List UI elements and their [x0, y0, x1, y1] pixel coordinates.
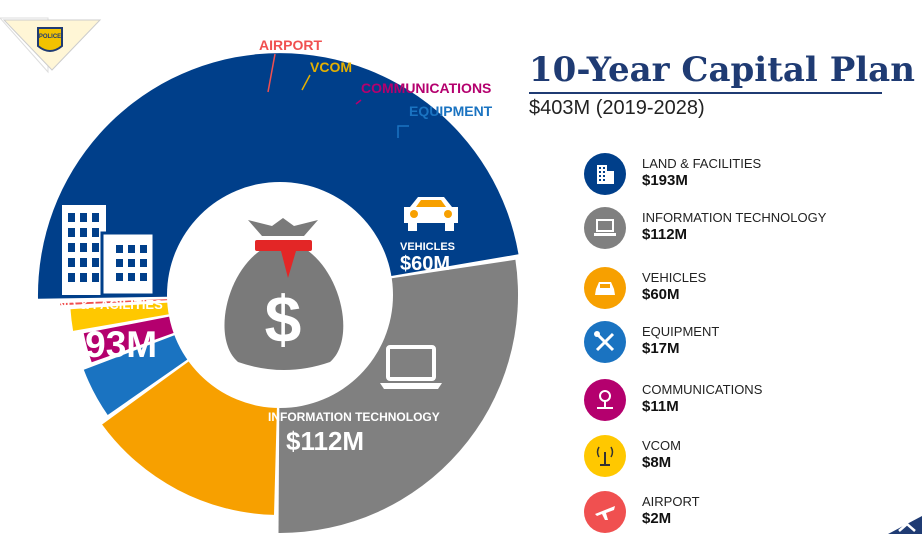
slice-label-equipment: EQUIPMENT	[409, 103, 493, 119]
leader-line-vcom	[301, 74, 311, 91]
leader-line-equipment	[397, 125, 409, 138]
legend-item-land-and-facilities: LAND & FACILITIES $193M	[584, 150, 914, 206]
slice-label-information-technology: INFORMATION TECHNOLOGY	[268, 410, 440, 424]
legend-value-communications: $11M	[642, 398, 679, 415]
laptop-icon	[380, 345, 442, 389]
slice-value-vehicles: $60M	[400, 253, 450, 275]
slice-label-vcom: VCOM	[310, 59, 352, 75]
leader-line-communications	[355, 99, 362, 105]
police-logo: POLICE	[0, 17, 102, 74]
car-icon	[404, 197, 458, 231]
page-title: 10-Year Capital Plan	[529, 50, 915, 90]
capital-plan-chart: $ LAND & FACILITIES $193M INFORMATION TECHN…	[37, 37, 519, 534]
legend-value-equipment: $17M	[642, 340, 680, 357]
legend-name-airport: AIRPORT	[642, 494, 700, 509]
legend-item-airport: AIRPORT $2M	[584, 488, 914, 544]
legend-item-information-technology: INFORMATION TECHNOLOGY $112M	[584, 204, 914, 260]
communications-icon	[584, 379, 626, 421]
slice-label-vehicles: VEHICLES	[400, 241, 455, 253]
scroll-up-icon[interactable]	[888, 512, 922, 534]
slice-land-and-facilities	[37, 53, 519, 299]
legend-item-equipment: EQUIPMENT $17M	[584, 318, 914, 374]
legend-value-land-and-facilities: $193M	[642, 172, 688, 189]
slice-label-communications: COMMUNICATIONS	[361, 80, 491, 96]
tools-icon	[584, 321, 626, 363]
legend-item-communications: COMMUNICATIONS $11M	[584, 376, 914, 432]
page-subtitle: $403M (2019-2028)	[529, 97, 705, 119]
money-bag-icon: $	[224, 218, 344, 370]
legend-name-vcom: VCOM	[642, 438, 681, 453]
legend-item-vcom: VCOM $8M	[584, 432, 914, 488]
buildings-icon	[584, 153, 626, 195]
legend-name-communications: COMMUNICATIONS	[642, 382, 763, 397]
legend-value-information-technology: $112M	[642, 226, 688, 243]
legend-name-information-technology: INFORMATION TECHNOLOGY	[642, 210, 827, 225]
slice-label-airport: AIRPORT	[259, 37, 322, 53]
svg-text:POLICE: POLICE	[39, 34, 61, 40]
laptop-icon	[584, 207, 626, 249]
slice-label-land-and-facilities: LAND & FACILITIES	[40, 297, 163, 312]
legend-value-vehicles: $60M	[642, 286, 680, 303]
legend-name-vehicles: VEHICLES	[642, 270, 707, 285]
slice-value-information-technology: $112M	[286, 426, 364, 456]
buildings-icon	[62, 205, 156, 297]
svg-text:$: $	[265, 282, 302, 356]
legend-name-equipment: EQUIPMENT	[642, 324, 720, 339]
legend-value-vcom: $8M	[642, 454, 672, 471]
legend-name-land-and-facilities: LAND & FACILITIES	[642, 156, 762, 171]
slice-value-land-and-facilities: $193M	[44, 324, 157, 365]
leader-line-airport	[267, 53, 276, 93]
antenna-icon	[584, 435, 626, 477]
title-rule	[529, 92, 882, 94]
legend-item-vehicles: VEHICLES $60M	[584, 264, 914, 320]
legend-value-airport: $2M	[642, 510, 672, 527]
car-icon	[584, 267, 626, 309]
airplane-icon	[584, 491, 626, 533]
